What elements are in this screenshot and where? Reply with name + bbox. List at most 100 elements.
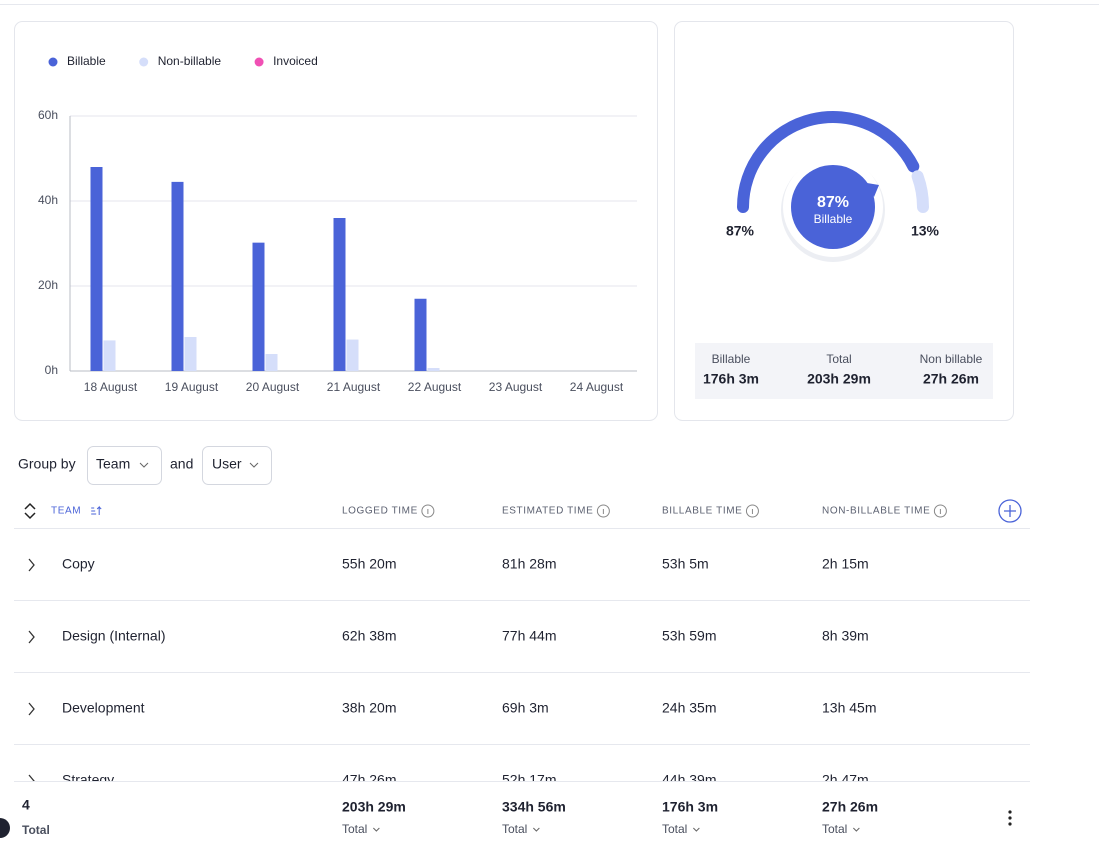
team-name: Copy: [62, 556, 95, 572]
summary-label: Total: [826, 352, 851, 366]
footer-count-label: Total: [22, 823, 50, 837]
x-tick-label: 24 August: [570, 380, 624, 394]
team-name: Development: [62, 700, 145, 716]
bar: [414, 298, 427, 371]
summary-value: 203h 29m: [807, 371, 871, 387]
sort-icon: [91, 505, 102, 515]
gauge-center-label: Billable: [814, 212, 853, 226]
chevron[interactable]: [373, 827, 380, 832]
x-tick-label: 22 August: [408, 380, 462, 394]
bar: [333, 218, 346, 371]
column-header: ESTIMATED TIME: [502, 506, 593, 517]
gauge-center: [791, 165, 875, 249]
legend-dot: [139, 57, 149, 67]
user-select[interactable]: [202, 446, 272, 485]
y-tick-label: 20h: [38, 278, 58, 292]
chevron: [249, 462, 259, 468]
gauge-arc: [737, 111, 920, 213]
bar: [90, 167, 103, 371]
gauge-right-label: 13%: [911, 223, 940, 239]
group-by-label: Group by: [18, 456, 76, 472]
y-tick-label: 0h: [45, 363, 58, 377]
collapse-icon: [24, 502, 36, 520]
time-cell: 81h 28m: [502, 556, 556, 572]
x-tick-label: 18 August: [84, 380, 138, 394]
more-menu-dot[interactable]: [1008, 822, 1012, 826]
summary-value: 27h 26m: [923, 371, 979, 387]
gauge-arc: [911, 170, 929, 213]
expand-icon[interactable]: [28, 630, 35, 644]
y-tick-label: 60h: [38, 108, 58, 122]
time-cell: 53h 5m: [662, 556, 709, 572]
time-cell: 77h 44m: [502, 628, 556, 644]
legend-dot: [48, 57, 58, 67]
time-cell: 8h 39m: [822, 628, 869, 644]
summary-value: 176h 3m: [703, 371, 759, 387]
gauge-left-label: 87%: [726, 223, 755, 239]
footer-count: 4: [22, 797, 30, 813]
time-cell: 24h 35m: [662, 700, 716, 716]
more-menu-dot[interactable]: [1008, 810, 1012, 814]
bar: [265, 354, 278, 371]
user-select-text: User: [212, 456, 242, 472]
footer-total-label: Total: [502, 822, 527, 836]
info-icon: [421, 504, 435, 518]
column-header: TEAM: [51, 506, 81, 517]
x-tick-label: 20 August: [246, 380, 300, 394]
y-tick-label: 40h: [38, 193, 58, 207]
info-icon: [596, 504, 610, 518]
chevron[interactable]: [533, 827, 540, 832]
footer: [0, 781, 1099, 860]
time-cell: 38h 20m: [342, 700, 396, 716]
summary-label: Billable: [712, 352, 751, 366]
summary-label: Non billable: [920, 352, 983, 366]
legend-label: Billable: [67, 54, 106, 68]
footer-total: 27h 26m: [822, 799, 878, 815]
footer-total: 203h 29m: [342, 799, 406, 815]
team-select[interactable]: [87, 446, 162, 485]
legend-dot: [254, 57, 264, 67]
summary-box: [695, 343, 993, 399]
team-name: Design (Internal): [62, 628, 166, 644]
time-cell: 13h 45m: [822, 700, 876, 716]
gauge-center-value: 87%: [817, 194, 849, 211]
footer-total: 176h 3m: [662, 799, 718, 815]
time-cell: 55h 20m: [342, 556, 396, 572]
footer-total-label: Total: [662, 822, 687, 836]
expand-icon[interactable]: [28, 558, 35, 572]
help-button[interactable]: [0, 818, 10, 838]
chevron: [139, 462, 149, 468]
bar: [427, 368, 440, 371]
time-cell: 69h 3m: [502, 700, 549, 716]
bar: [346, 339, 359, 371]
time-cell: 62h 38m: [342, 628, 396, 644]
bar: [171, 181, 184, 371]
column-header: NON-BILLABLE TIME: [822, 506, 930, 517]
footer-total-label: Total: [342, 822, 367, 836]
expand-icon[interactable]: [28, 702, 35, 716]
legend-label: Invoiced: [273, 54, 318, 68]
x-tick-label: 21 August: [327, 380, 381, 394]
plus: [1004, 505, 1016, 517]
chevron[interactable]: [853, 827, 860, 832]
info-icon: [745, 504, 759, 518]
info-icon: [933, 504, 947, 518]
joiner: and: [170, 456, 193, 472]
column-header: BILLABLE TIME: [662, 506, 742, 517]
time-cell: 53h 59m: [662, 628, 716, 644]
x-tick-label: 23 August: [489, 380, 543, 394]
chevron[interactable]: [693, 827, 700, 832]
team-select-text: Team: [96, 456, 130, 472]
gauge-pointer: [867, 183, 879, 197]
bar: [252, 242, 265, 371]
bar: [184, 337, 197, 371]
time-cell: 2h 15m: [822, 556, 869, 572]
x-tick-label: 19 August: [165, 380, 219, 394]
footer-total-label: Total: [822, 822, 847, 836]
bar: [103, 340, 116, 371]
more-menu-dot[interactable]: [1008, 816, 1012, 820]
column-header: LOGGED TIME: [342, 506, 418, 517]
legend-label: Non-billable: [158, 54, 222, 68]
